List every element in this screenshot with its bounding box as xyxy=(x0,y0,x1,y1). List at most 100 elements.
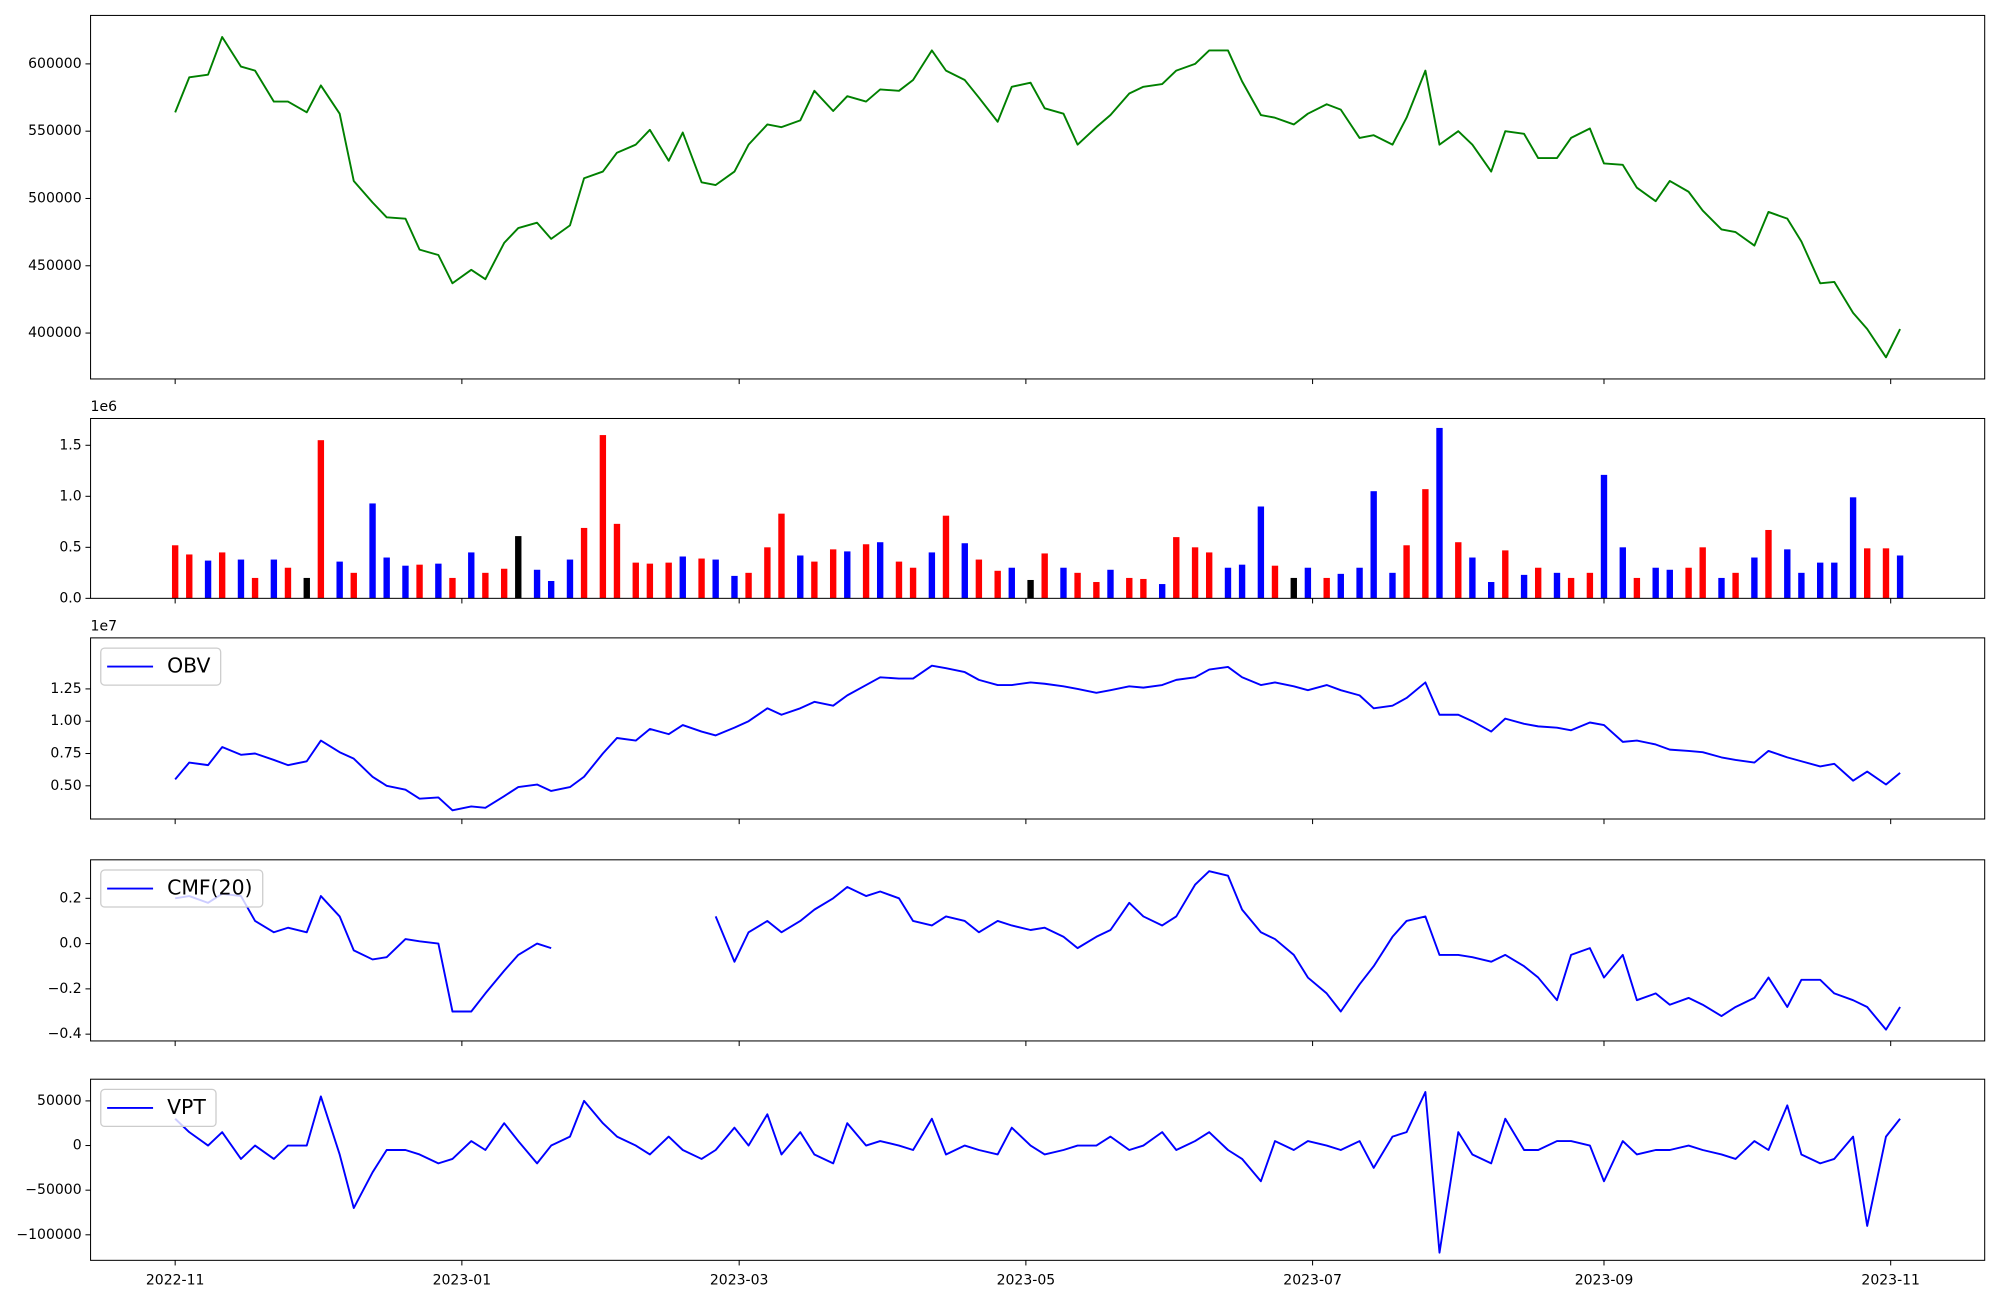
axes-frame xyxy=(90,859,1986,1042)
x-tick-label: 2022-11 xyxy=(146,1273,205,1289)
bar xyxy=(1370,491,1377,599)
bar xyxy=(665,562,672,599)
bar xyxy=(764,547,771,599)
bar xyxy=(468,552,475,599)
bar xyxy=(1751,557,1758,599)
bar xyxy=(303,577,310,599)
bar xyxy=(1619,547,1626,599)
axes-frame xyxy=(90,637,1986,820)
bar xyxy=(449,577,456,599)
bar xyxy=(218,552,226,599)
data-line xyxy=(174,36,1901,359)
bar xyxy=(1685,567,1692,599)
bar xyxy=(500,568,508,599)
y-tick-label: 400000 xyxy=(28,325,82,341)
bar xyxy=(270,559,278,599)
legend-box xyxy=(100,869,264,908)
bar xyxy=(895,561,903,599)
bar xyxy=(909,567,917,599)
bar xyxy=(1290,577,1297,599)
y-tick-label: 0 xyxy=(73,1138,82,1154)
bar xyxy=(1633,577,1641,599)
bar xyxy=(416,564,423,599)
bar xyxy=(1158,584,1166,599)
bar xyxy=(350,572,357,599)
bar xyxy=(1520,574,1528,599)
bar xyxy=(1699,547,1706,599)
bar xyxy=(1060,567,1067,599)
y-tick-label: 0.0 xyxy=(59,936,81,952)
bar xyxy=(515,536,522,599)
y-tick-label: −50000 xyxy=(25,1182,81,1198)
y-tick-label: 1.0 xyxy=(59,488,81,504)
y-tick-label: 600000 xyxy=(28,56,82,72)
y-tick-label: 1.25 xyxy=(50,681,81,697)
bar xyxy=(1817,562,1824,599)
bar xyxy=(797,555,804,599)
bar xyxy=(435,563,442,599)
axes-frame xyxy=(90,14,1986,380)
bar xyxy=(1864,548,1871,599)
y-tick-label: 0.75 xyxy=(50,746,81,762)
bar xyxy=(731,575,738,599)
bar xyxy=(1896,555,1904,599)
bar xyxy=(533,569,541,599)
offset-label: 1e7 xyxy=(91,618,117,634)
bar xyxy=(336,561,343,599)
bar xyxy=(1173,537,1180,599)
bar xyxy=(1553,572,1561,599)
bar xyxy=(566,559,574,599)
bar xyxy=(1271,565,1279,599)
bar xyxy=(1455,542,1462,599)
bar xyxy=(1849,497,1857,599)
bar xyxy=(646,563,654,599)
bar xyxy=(1304,567,1312,599)
bar xyxy=(1784,549,1791,599)
bar xyxy=(547,580,555,599)
bar xyxy=(1027,579,1034,599)
bar xyxy=(1436,427,1443,599)
data-line xyxy=(174,1091,1901,1254)
y-tick-label: 0.2 xyxy=(59,890,81,906)
bar xyxy=(599,435,607,599)
bar xyxy=(778,513,785,599)
bar xyxy=(317,440,325,599)
x-tick-label: 2023-11 xyxy=(1861,1273,1920,1289)
bar xyxy=(975,559,983,599)
bar xyxy=(1041,553,1048,599)
bar xyxy=(580,527,588,599)
data-line xyxy=(174,664,1901,812)
bar xyxy=(1093,582,1100,599)
y-tick-label: −0.2 xyxy=(48,981,82,997)
bar xyxy=(862,544,870,599)
bar xyxy=(1765,529,1772,599)
bar xyxy=(1337,573,1344,599)
x-tick-label: 2023-09 xyxy=(1575,1273,1634,1289)
bar xyxy=(1831,562,1838,599)
bar xyxy=(1403,545,1410,599)
bar xyxy=(1074,572,1081,599)
axes-frame xyxy=(90,417,1986,599)
bar xyxy=(698,558,705,599)
bar xyxy=(1107,569,1114,599)
axes-frame xyxy=(90,1078,1986,1261)
x-tick-label: 2023-03 xyxy=(710,1273,769,1289)
y-tick-label: −0.4 xyxy=(48,1026,82,1042)
bar xyxy=(251,577,259,599)
data-line xyxy=(175,870,1901,1031)
bar xyxy=(961,543,968,599)
bar xyxy=(1191,547,1199,599)
bar xyxy=(876,542,884,599)
bar xyxy=(1718,577,1725,599)
y-tick-label: 550000 xyxy=(28,123,82,139)
bar xyxy=(284,567,292,599)
bar xyxy=(204,560,212,599)
y-tick-label: 1.5 xyxy=(59,437,81,453)
legend-label: VPT xyxy=(167,1095,206,1119)
y-tick-label: 0.5 xyxy=(59,539,81,555)
bar xyxy=(237,559,245,599)
bar xyxy=(1389,572,1396,599)
legend-box xyxy=(100,647,222,686)
bar xyxy=(1422,489,1429,599)
